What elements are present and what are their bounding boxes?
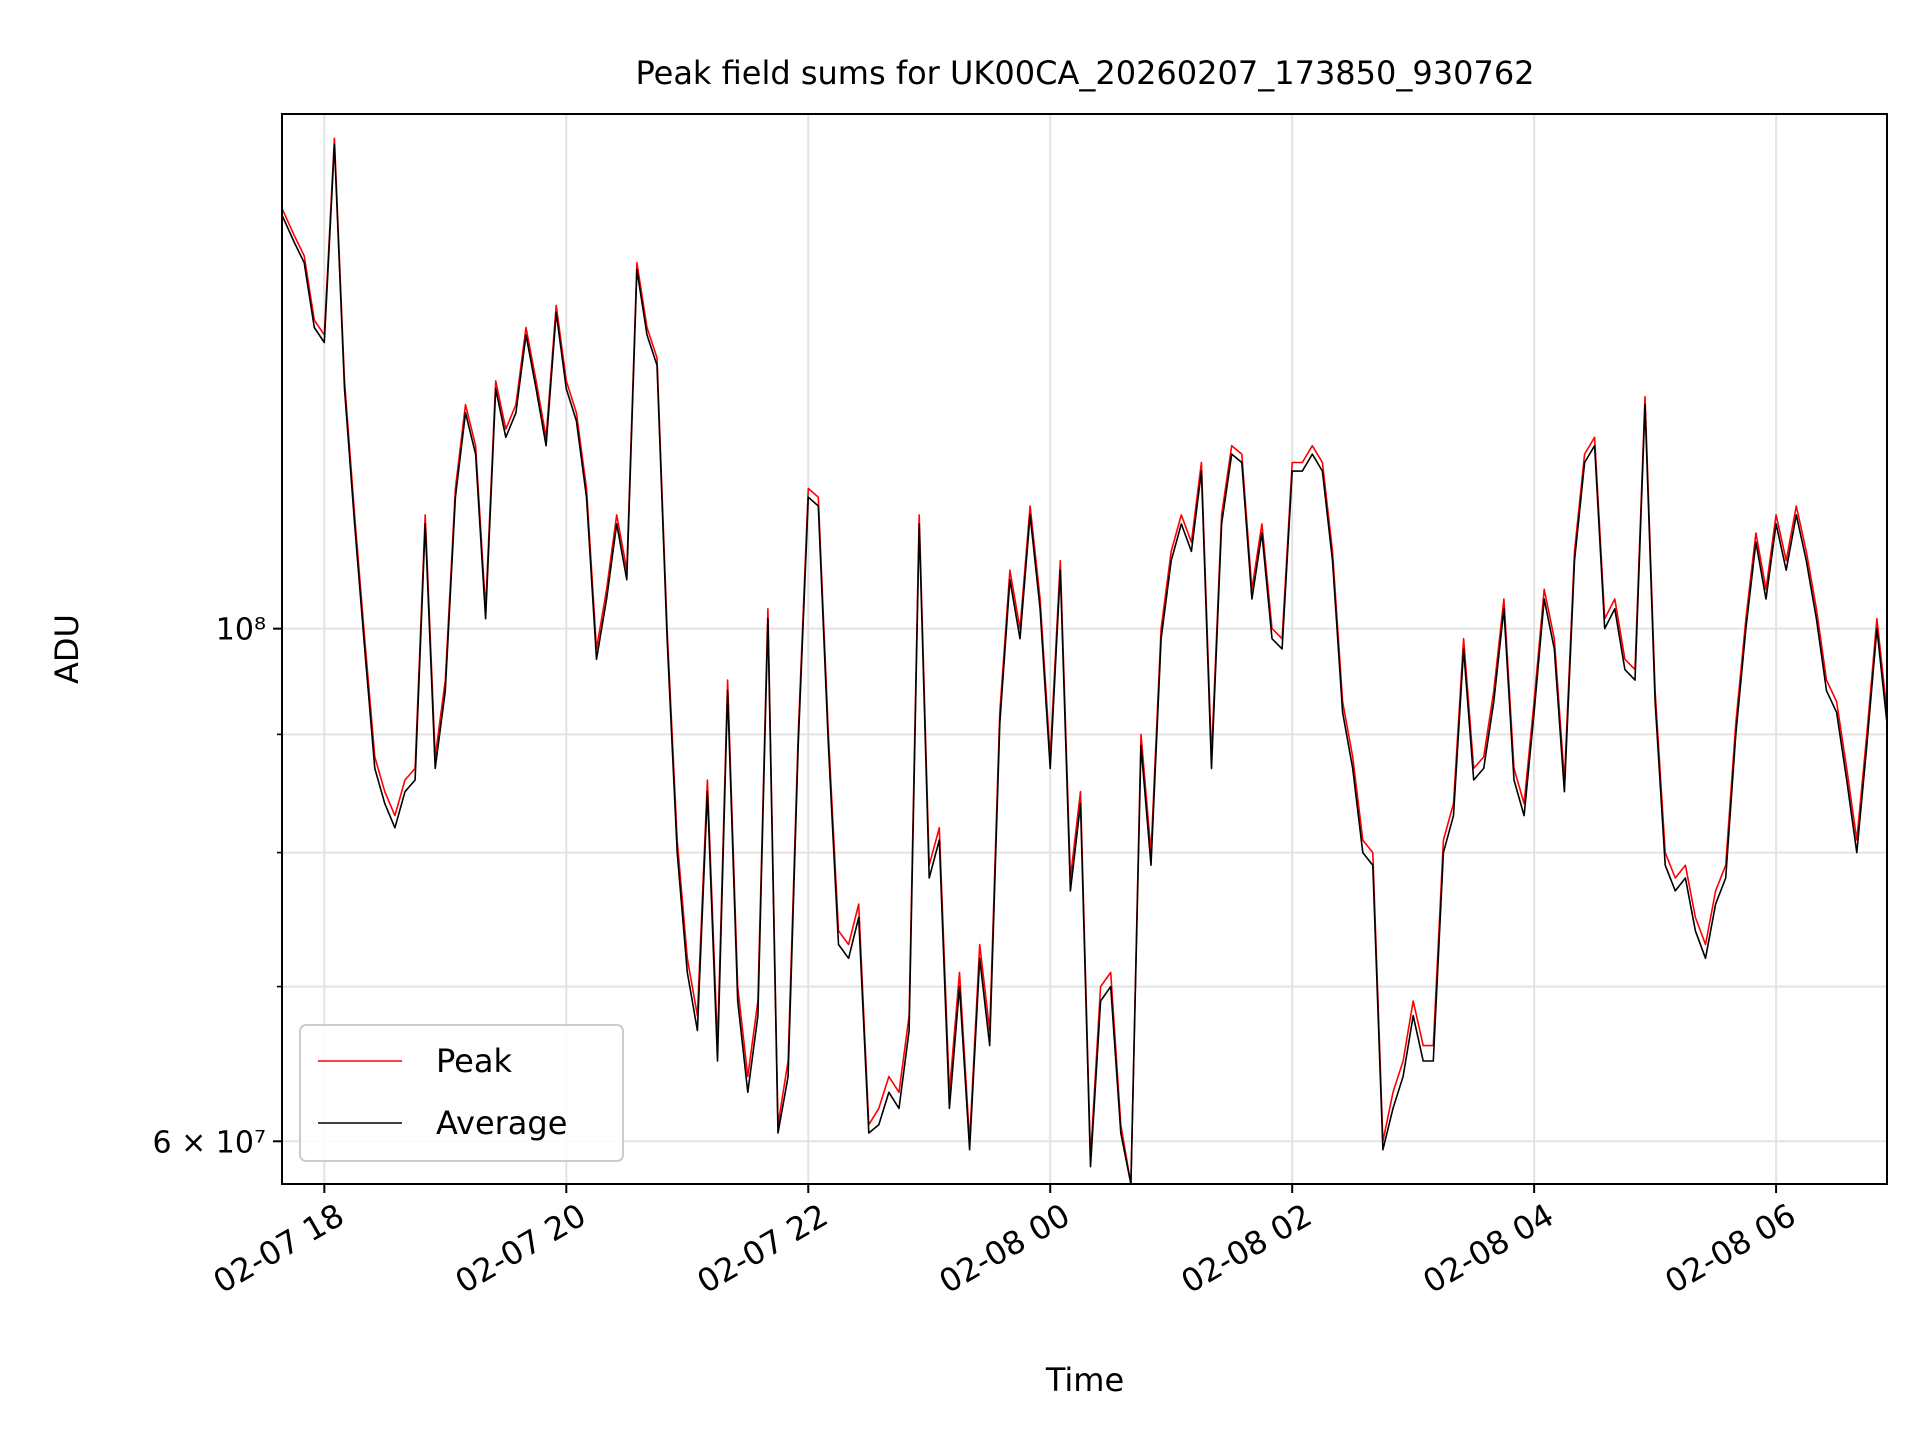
series-layer (282, 137, 1887, 1184)
plot-frame (281, 113, 1888, 1185)
chart-title: Peak field sums for UK00CA_20260207_1738… (635, 54, 1534, 92)
x-axis-label: Time (1045, 1361, 1124, 1399)
legend-box (299, 1024, 624, 1162)
legend-label-peak: Peak (436, 1042, 512, 1080)
y-axis-ticks: 6 × 10⁷ 10⁸ (153, 613, 282, 1160)
legend: Peak Average (299, 1024, 624, 1162)
y-tick-label: 10⁸ (216, 613, 266, 648)
series-line-average (282, 143, 1887, 1184)
legend-label-average: Average (436, 1104, 567, 1142)
y-tick-label: 6 × 10⁷ (153, 1125, 267, 1160)
y-axis-label: ADU (48, 614, 86, 684)
